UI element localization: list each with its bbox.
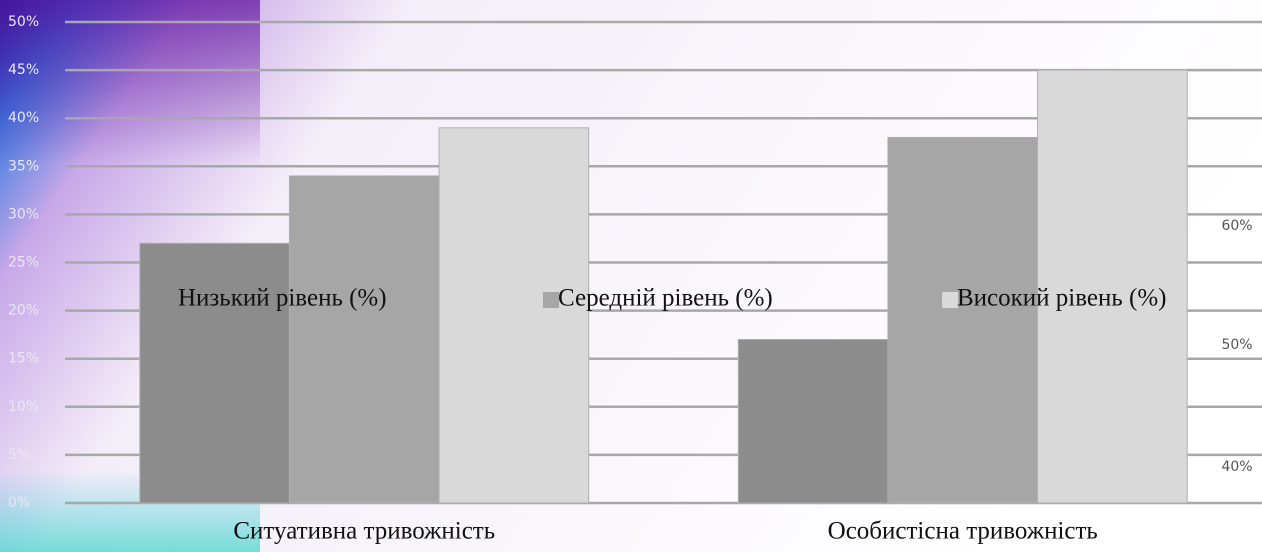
y-tick-label: 30% [8, 206, 39, 222]
legend-swatch [543, 292, 559, 308]
annotation: 40% [1221, 459, 1252, 475]
annotation: 60% [1221, 218, 1252, 234]
y-tick-label: 25% [8, 255, 39, 271]
x-tick-label: Особистісна тривожність [828, 518, 1098, 545]
page: 0% 5% 10% 15% 20% 25% 30% 35% 40% 45% 50% Ситуативн… [0, 0, 1262, 552]
bar [140, 243, 290, 503]
y-tick-label: 45% [8, 62, 39, 78]
bar [738, 339, 888, 503]
y-tick-label: 15% [8, 351, 39, 367]
legend-label: Високий рівень (%) [957, 285, 1167, 312]
chart: 0% 5% 10% 15% 20% 25% 30% 35% 40% 45% 50% Ситуативн… [0, 0, 1262, 552]
annotation: 50% [1221, 337, 1252, 353]
bar [888, 137, 1038, 503]
bar [289, 176, 439, 503]
y-tick-label: 40% [8, 110, 39, 126]
legend-label: Середній рівень (%) [558, 285, 773, 312]
legend-swatch [163, 292, 179, 308]
y-tick-label: 50% [8, 14, 39, 30]
y-tick-label: 5% [8, 447, 30, 463]
bar [439, 128, 589, 503]
legend-label: Низький рівень (%) [178, 285, 387, 312]
y-tick-label: 35% [8, 158, 39, 174]
x-tick-label: Ситуативна тривожність [233, 518, 495, 545]
y-tick-label: 10% [8, 399, 39, 415]
y-tick-label: 0% [8, 495, 30, 511]
y-tick-label: 20% [8, 303, 39, 319]
legend-swatch [942, 292, 958, 308]
